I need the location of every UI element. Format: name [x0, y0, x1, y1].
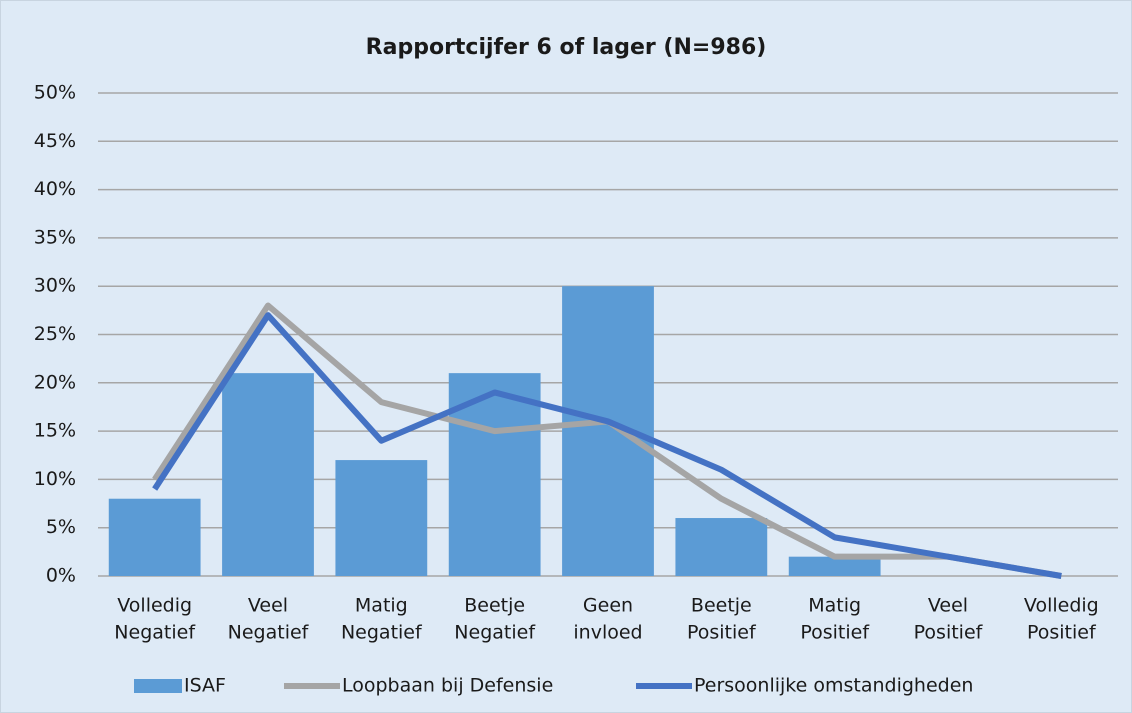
y-tick-label: 10% — [34, 468, 76, 490]
y-tick-label: 40% — [34, 178, 76, 200]
bar — [788, 556, 881, 576]
legend-label: Loopbaan bij Defensie — [342, 675, 553, 697]
x-tick-label: Volledig — [1024, 595, 1099, 617]
x-tick-label: Positief — [800, 622, 870, 644]
x-tick-label: Matig — [808, 595, 861, 617]
x-tick-label: Negatief — [228, 622, 310, 644]
x-tick-label: Positief — [687, 622, 757, 644]
bar — [562, 286, 654, 576]
x-tick-label: Positief — [914, 622, 984, 644]
x-tick-label: Negatief — [341, 622, 423, 644]
x-tick-label: Veel — [928, 595, 968, 617]
line — [152, 312, 1062, 579]
x-tick-label: Negatief — [454, 622, 536, 644]
y-tick-label: 30% — [34, 275, 76, 297]
y-tick-label: 0% — [46, 565, 76, 587]
bar — [675, 518, 768, 576]
y-tick-label: 25% — [34, 323, 76, 345]
y-tick-label: 35% — [34, 226, 76, 248]
bar — [335, 460, 428, 576]
legend-swatch — [134, 679, 182, 693]
y-tick-label: 45% — [34, 130, 76, 152]
bar — [108, 498, 201, 576]
y-tick-label: 15% — [34, 420, 76, 442]
y-tick-label: 20% — [34, 371, 76, 393]
legend-label: ISAF — [184, 675, 226, 697]
bar — [222, 373, 314, 576]
x-tick-label: Positief — [1027, 622, 1097, 644]
x-tick-label: Beetje — [464, 595, 525, 617]
x-tick-label: Geen — [583, 595, 633, 617]
chart-title: Rapportcijfer 6 of lager (N=986) — [366, 35, 767, 60]
x-tick-label: Matig — [355, 595, 408, 617]
x-tick-label: invloed — [573, 622, 642, 644]
y-tick-label: 50% — [34, 82, 76, 104]
y-tick-label: 5% — [46, 516, 76, 538]
legend-label: Persoonlijke omstandigheden — [694, 675, 973, 697]
x-tick-label: Volledig — [117, 595, 192, 617]
x-tick-label: Veel — [248, 595, 288, 617]
x-tick-label: Beetje — [691, 595, 752, 617]
x-tick-label: Negatief — [114, 622, 196, 644]
